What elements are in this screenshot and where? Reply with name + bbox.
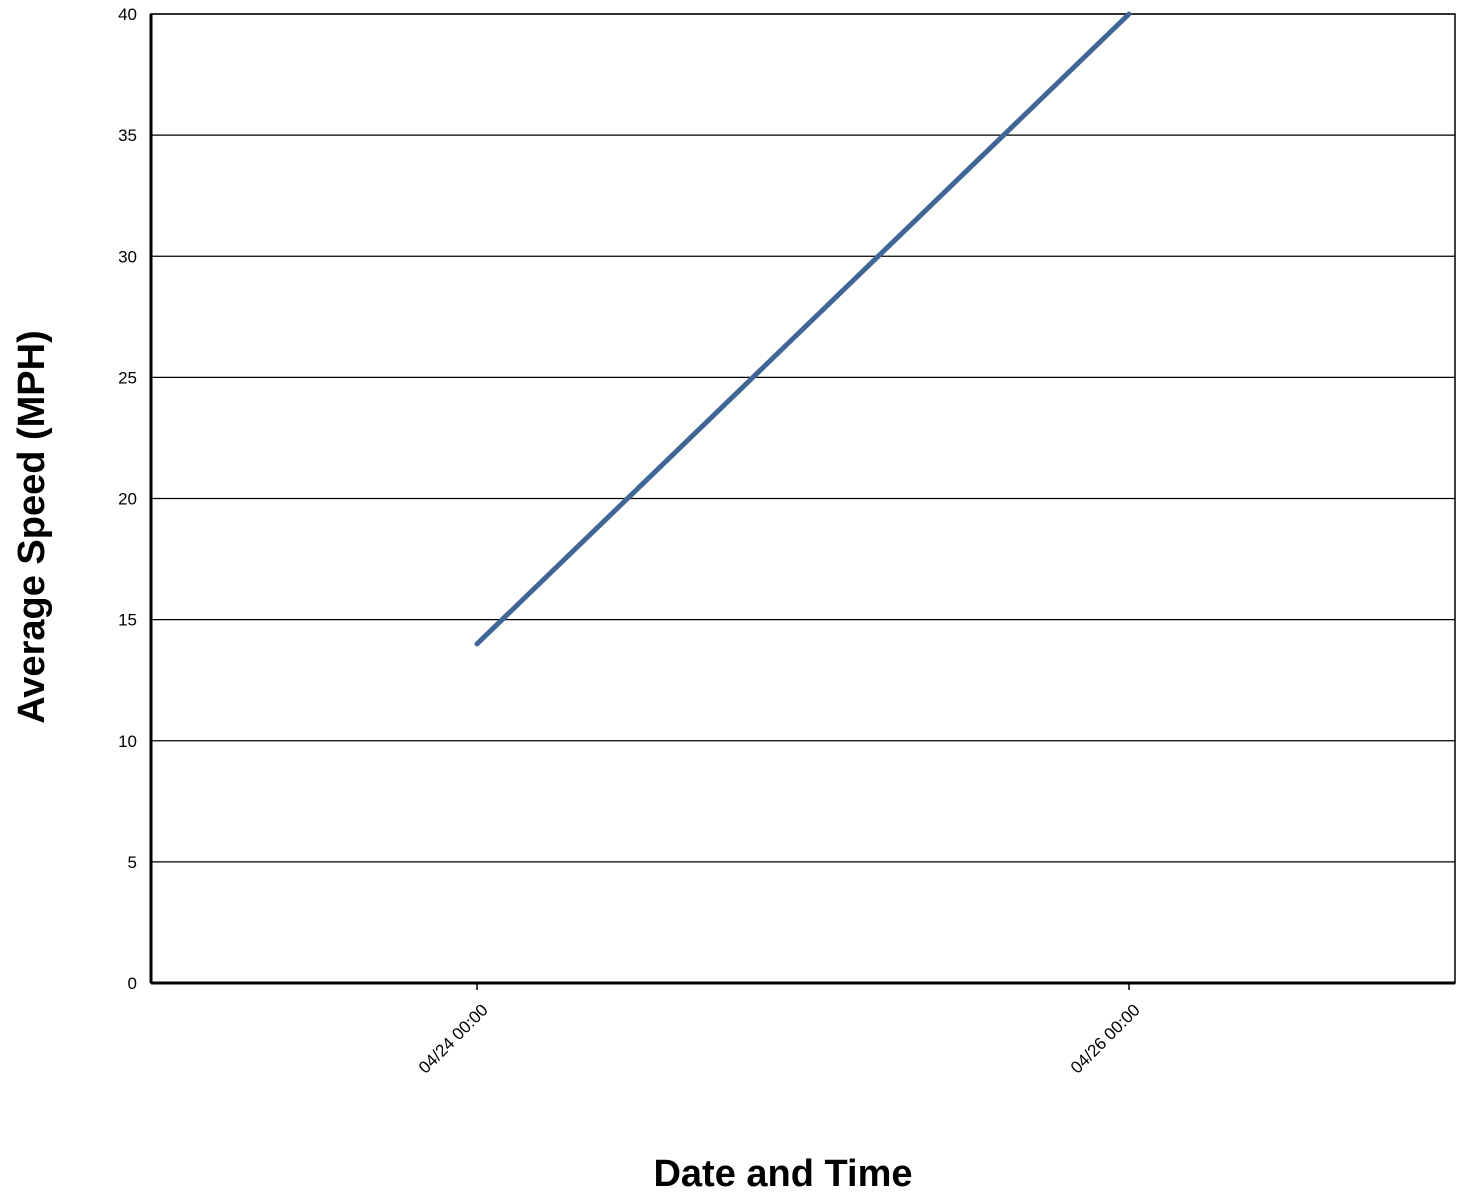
x-tick-labels: 04/24 00:00 04/26 00:00 <box>415 1000 1144 1077</box>
y-axis-title: Average Speed (MPH) <box>11 330 53 723</box>
y-tick-label: 35 <box>118 126 137 145</box>
axes <box>149 13 1456 990</box>
x-tick-label: 04/24 00:00 <box>415 1000 492 1077</box>
grid-lines <box>151 13 1455 863</box>
y-tick-label: 15 <box>118 611 137 630</box>
y-tick-label: 20 <box>118 490 137 509</box>
y-tick-label: 25 <box>118 368 137 387</box>
y-tick-label: 40 <box>118 5 137 24</box>
y-tick-label: 10 <box>118 732 137 751</box>
y-tick-label: 5 <box>128 853 137 872</box>
y-tick-labels: 0 5 10 15 20 25 30 35 40 <box>118 5 137 993</box>
y-tick-label: 30 <box>118 247 137 266</box>
x-axis-title: Date and Time <box>653 1153 912 1192</box>
x-tick-label: 04/26 00:00 <box>1067 1000 1144 1077</box>
series-line <box>474 11 1132 647</box>
series-layer <box>474 11 1132 647</box>
y-tick-label: 0 <box>128 974 137 993</box>
